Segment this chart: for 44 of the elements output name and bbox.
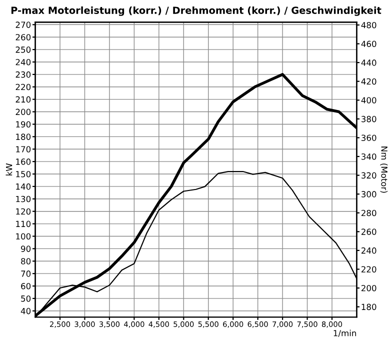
y-tick-label: 60 [21,282,31,290]
y2-tick-label: 300 [362,191,376,198]
y-tick-label: 90 [21,246,31,252]
y-axis-title: kW [6,163,12,176]
y-tick-label: 160 [16,158,31,165]
y-tick-label: 110 [16,220,31,228]
y2-tick-label: 180 [362,304,376,310]
y-tick-label: 270 [16,22,31,28]
y2-axis-title: Nm (Motor) [380,146,388,193]
y-tick-label: 190 [16,121,31,128]
y-tick-label: 100 [16,233,31,240]
y-tick-label: 130 [16,196,31,202]
y-tick-label: 230 [16,71,31,78]
y-tick-label: 200 [16,108,31,116]
y2-tick-label: 380 [362,116,376,122]
y-tick-label: 220 [16,84,31,90]
x-axis-title: 1/min [334,330,356,337]
y-tick-label: 80 [21,258,31,264]
y-tick-label: 120 [16,208,31,215]
y2-tick-label: 200 [361,284,376,292]
y-tick-label: 250 [16,46,31,53]
y-tick-label: 150 [16,170,31,178]
y-tick-label: 140 [16,183,31,190]
y2-tick-label: 340 [362,153,376,160]
y2-tick-label: 400 [361,97,376,104]
y2-tick-label: 320 [362,172,376,179]
y2-tick-label: 480 [361,22,376,28]
y2-tick-label: 240 [361,247,376,254]
y2-tick-label: 280 [361,210,376,216]
y-tick-label: 210 [16,96,31,103]
y2-tick-label: 440 [361,60,376,66]
y2-tick-label: 420 [361,78,376,85]
y2-tick-label: 360 [362,134,376,141]
y-tick-label: 240 [16,58,31,66]
y-tick-label: 50 [21,295,31,302]
y2-tick-label: 460 [361,40,376,48]
chart-title: P-max Motorleistung (korr.) / Drehmoment (korr.) / Geschwindigkeit [11,6,382,16]
y-tick-label: 180 [16,134,31,140]
y-tick-label: 40 [20,308,31,314]
y2-tick-label: 220 [361,266,376,273]
y-tick-label: 170 [16,146,31,152]
y-tick-label: 260 [16,34,31,40]
y-tick-label: 70 [21,270,31,277]
y2-tick-label: 260 [361,228,376,235]
